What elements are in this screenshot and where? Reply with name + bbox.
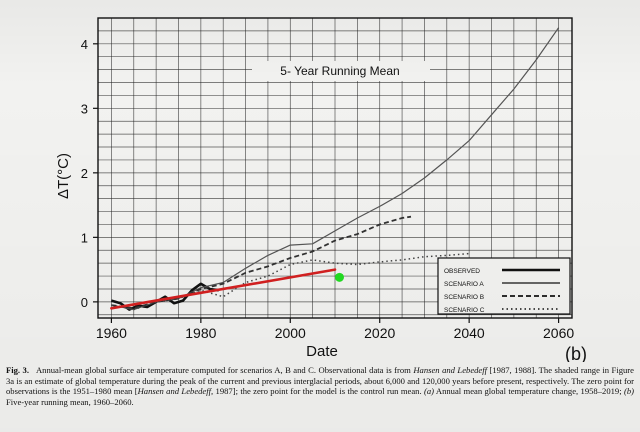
y-tick-label: 1 bbox=[81, 230, 88, 245]
caption-line-4a: zero point for observations is the 1951–… bbox=[6, 375, 635, 397]
legend-box bbox=[437, 257, 571, 315]
x-tick-label: 2000 bbox=[275, 325, 306, 341]
plot-frame bbox=[97, 17, 573, 319]
caption-line-3: peak of the current and previous intergl… bbox=[179, 375, 585, 386]
axes: 1960 1980 2000 2020 2040 2060 0 1 2 3 4 bbox=[81, 17, 574, 341]
legend-label: SCENARIO C bbox=[444, 307, 485, 314]
caption-line-1: Annual-mean global surface air temperatu… bbox=[35, 365, 411, 375]
caption-citation-2: Hansen and Lebedeff, bbox=[137, 386, 214, 397]
y-tick-label: 4 bbox=[81, 37, 88, 52]
x-axis-label: Date bbox=[306, 343, 338, 360]
chart-title-box bbox=[252, 61, 430, 81]
x-tick-label: 2040 bbox=[454, 325, 485, 341]
x-tick-label: 2060 bbox=[543, 325, 574, 341]
caption-citation-1: Hansen and Lebedeff bbox=[413, 365, 488, 375]
caption-line-2: [1987, 1988]. The shaded range in Figure… bbox=[6, 365, 634, 386]
overlay-group bbox=[110, 268, 344, 310]
trend-line bbox=[110, 268, 337, 310]
y-tick-label: 0 bbox=[81, 295, 88, 310]
caption-part-a: (a) bbox=[423, 386, 434, 397]
figure-area: 1960 1980 2000 2020 2040 2060 0 1 2 3 4 OBSERVED SC… bbox=[55, 17, 587, 364]
series-scenario-c bbox=[111, 252, 470, 311]
caption-line-5a: control run mean. bbox=[360, 386, 422, 397]
x-tick-label: 1960 bbox=[96, 325, 127, 341]
x-tick-label: 1980 bbox=[185, 325, 216, 341]
line-chart: 1960 1980 2000 2020 2040 2060 0 1 2 3 4 OBSERVED SC… bbox=[55, 17, 587, 364]
green-marker bbox=[334, 272, 344, 282]
series-observed bbox=[111, 282, 219, 311]
legend: OBSERVED SCENARIO A SCENARIO B SCENARIO C bbox=[437, 257, 571, 315]
y-axis-label: ΔT(°C) bbox=[55, 153, 72, 199]
panel-label: (b) bbox=[565, 344, 587, 362]
caption-fig-label: Fig. 3. bbox=[6, 365, 29, 375]
caption-line-5c: Five-year running mean, 1960–2060. bbox=[6, 396, 134, 407]
legend-label: SCENARIO A bbox=[444, 281, 484, 288]
figure-caption: Fig. 3. Annual-mean global surface air t… bbox=[6, 365, 634, 407]
caption-line-4b: 1987]; the zero point for the model is t… bbox=[215, 386, 358, 397]
series-scenario-b bbox=[111, 215, 412, 310]
y-tick-label: 3 bbox=[81, 101, 88, 116]
caption-line-5b: Annual mean global temperature change, 1… bbox=[435, 386, 622, 397]
y-tick-label: 2 bbox=[81, 166, 88, 181]
legend-label: OBSERVED bbox=[444, 268, 480, 275]
x-tick-label: 2020 bbox=[364, 325, 395, 341]
caption-part-b: (b) bbox=[623, 386, 634, 397]
chart-title: 5- Year Running Mean bbox=[280, 64, 399, 78]
legend-label: SCENARIO B bbox=[444, 294, 484, 301]
